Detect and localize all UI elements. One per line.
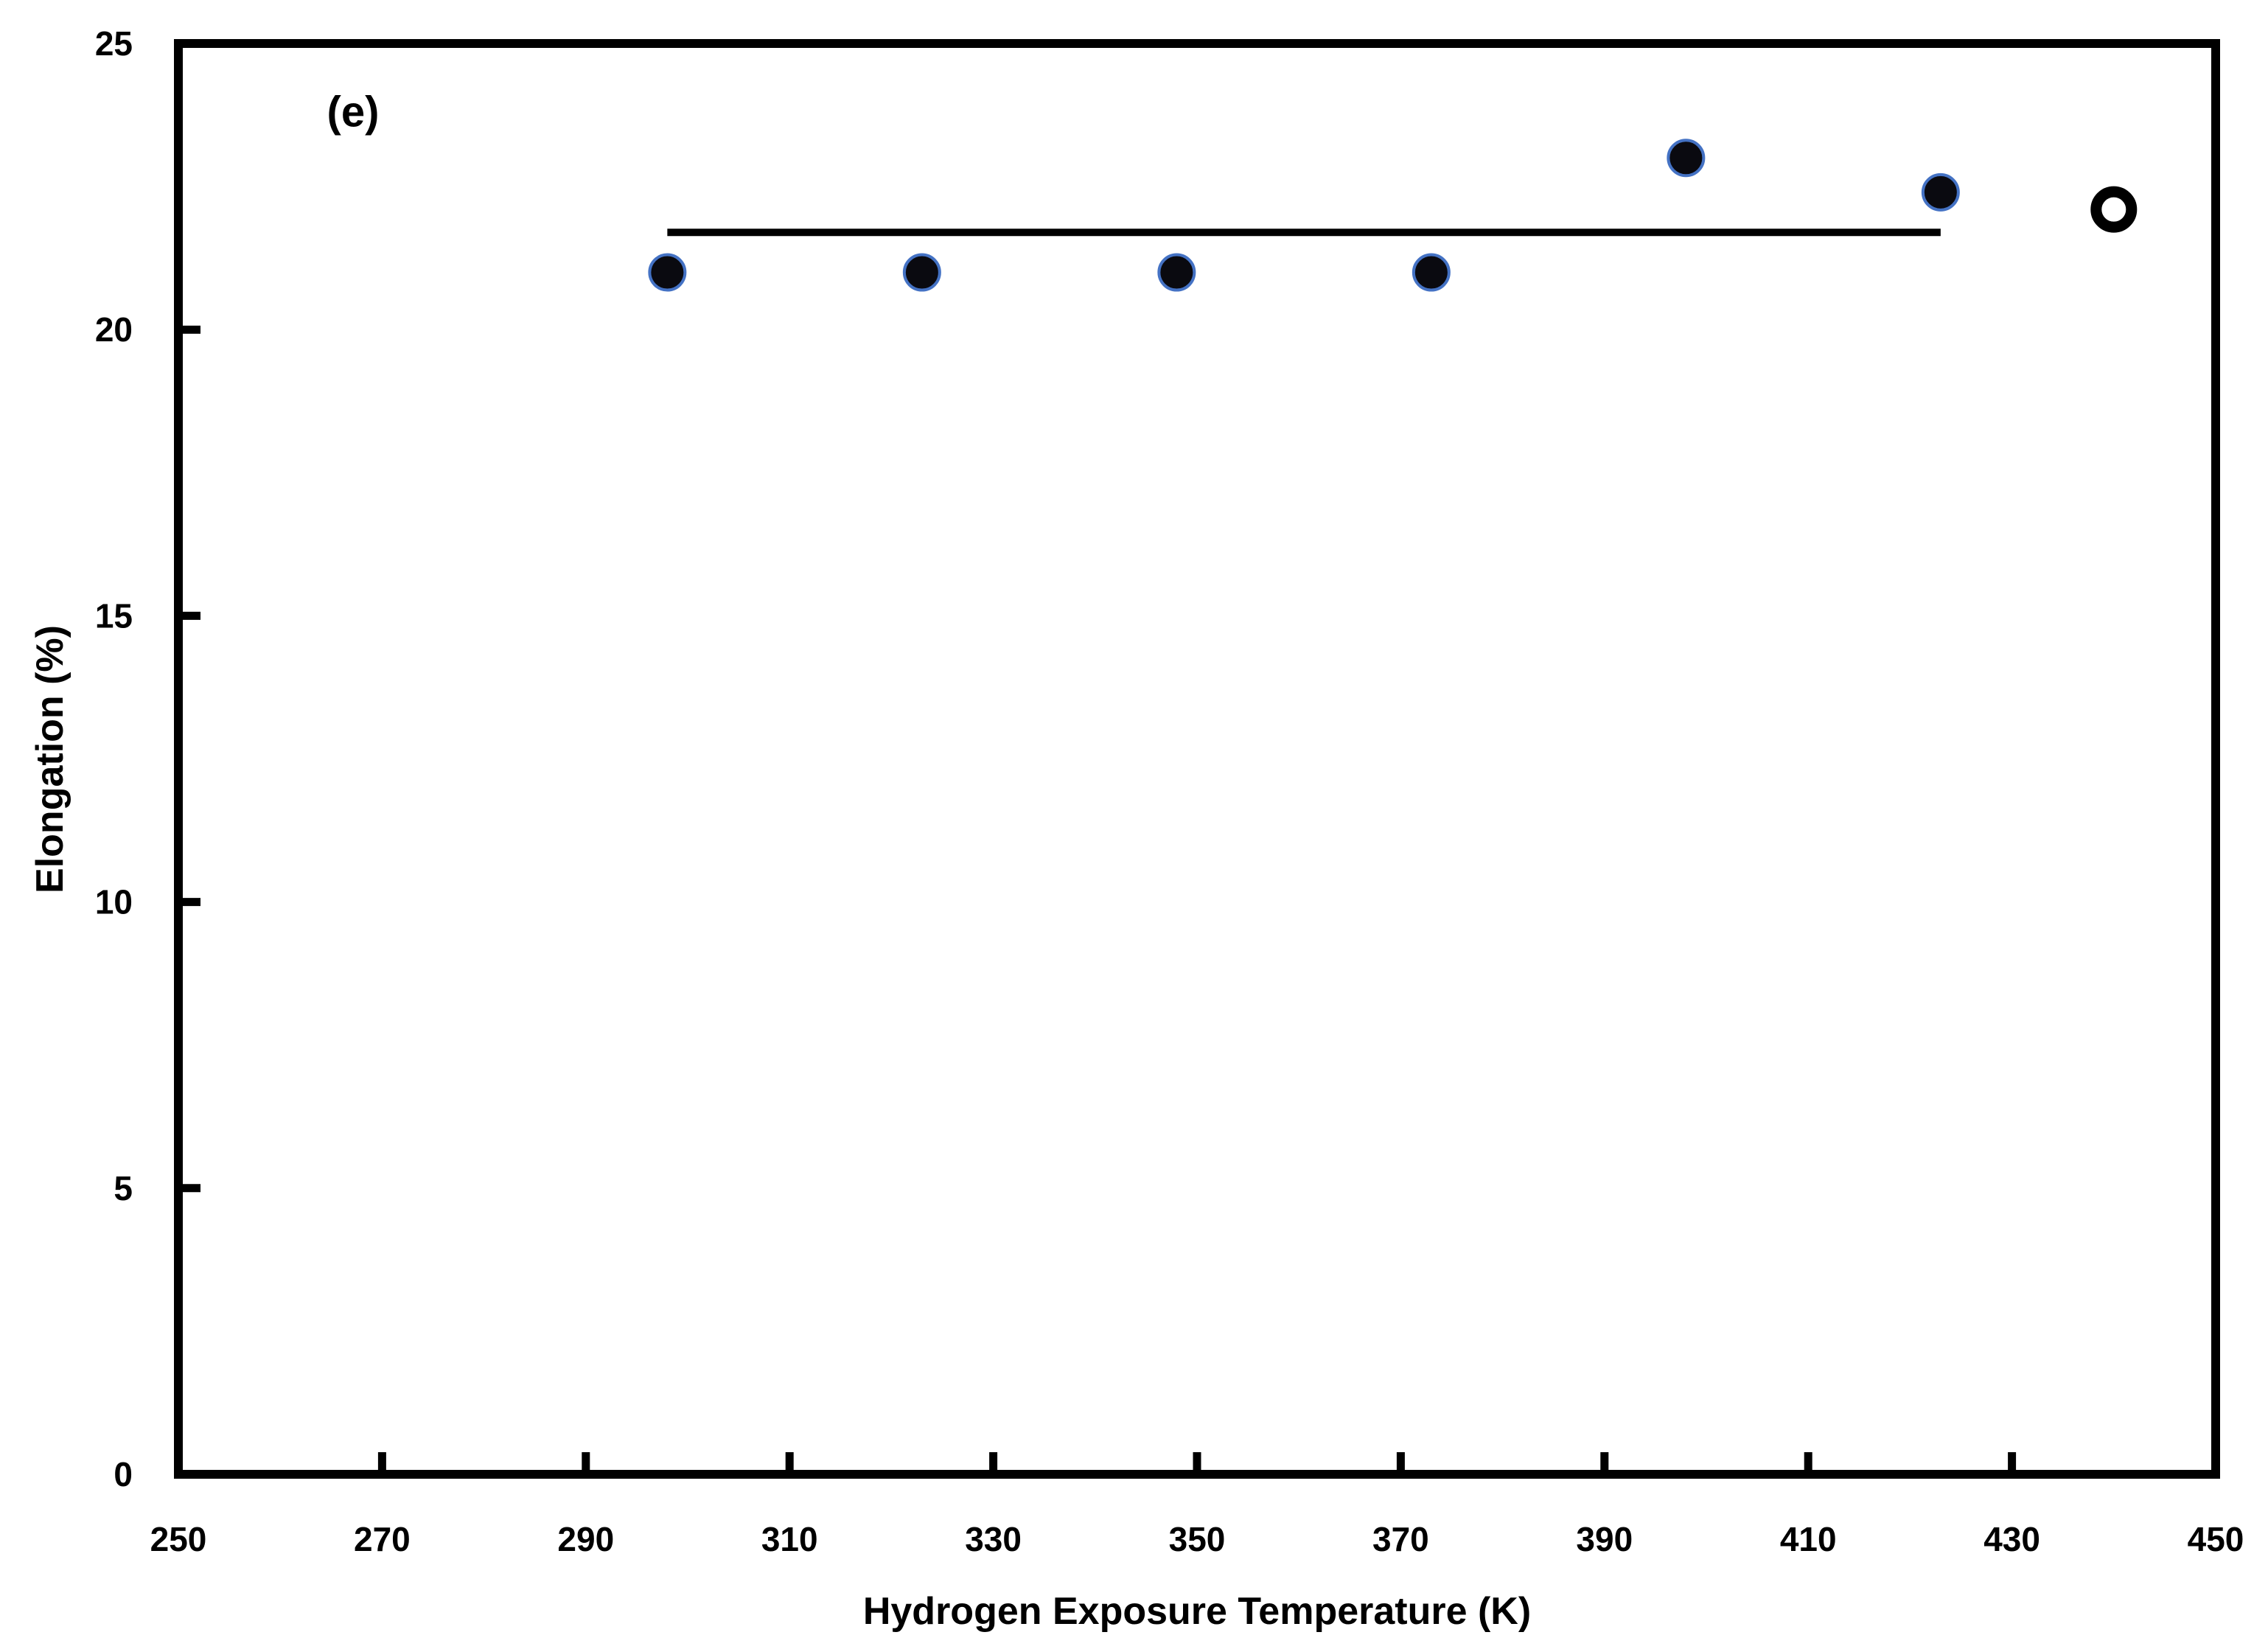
x-axis-title: Hydrogen Exposure Temperature (K) (863, 1590, 1531, 1633)
data-point-filled (1412, 253, 1451, 292)
data-point-open (2090, 186, 2138, 233)
x-tick-label: 270 (354, 1520, 411, 1558)
axis-tick-labels: 250 270 290 310 330 350 370 390 410 430 450 0 5 10 15 2… (95, 24, 2244, 1558)
x-tick-label: 330 (965, 1520, 1022, 1558)
plot-border (174, 39, 2220, 1479)
data-point-filled (1157, 253, 1196, 292)
x-tick-label: 250 (150, 1520, 207, 1558)
data-points-group (648, 139, 2138, 292)
x-tick-label: 290 (557, 1520, 614, 1558)
x-tick-label: 390 (1576, 1520, 1633, 1558)
data-point-filled (902, 253, 941, 292)
y-tick-label: 5 (114, 1169, 133, 1207)
data-point-filled (1667, 139, 1706, 178)
x-tick-label: 350 (1169, 1520, 1226, 1558)
panel-label: (e) (327, 88, 380, 136)
x-tick-label: 410 (1780, 1520, 1837, 1558)
x-tick-label: 450 (2188, 1520, 2244, 1558)
y-axis-title: Elongation (%) (29, 625, 71, 893)
data-point-filled (648, 253, 687, 292)
x-tick-label: 370 (1372, 1520, 1429, 1558)
y-tick-label: 25 (95, 24, 133, 63)
axis-ticks (174, 39, 2220, 1479)
y-tick-label: 15 (95, 596, 133, 635)
y-tick-label: 0 (114, 1455, 133, 1493)
data-point-filled (1921, 172, 1960, 212)
y-tick-label: 20 (95, 310, 133, 349)
y-tick-label: 10 (95, 883, 133, 921)
x-tick-label: 310 (761, 1520, 818, 1558)
x-tick-label: 430 (1983, 1520, 2040, 1558)
